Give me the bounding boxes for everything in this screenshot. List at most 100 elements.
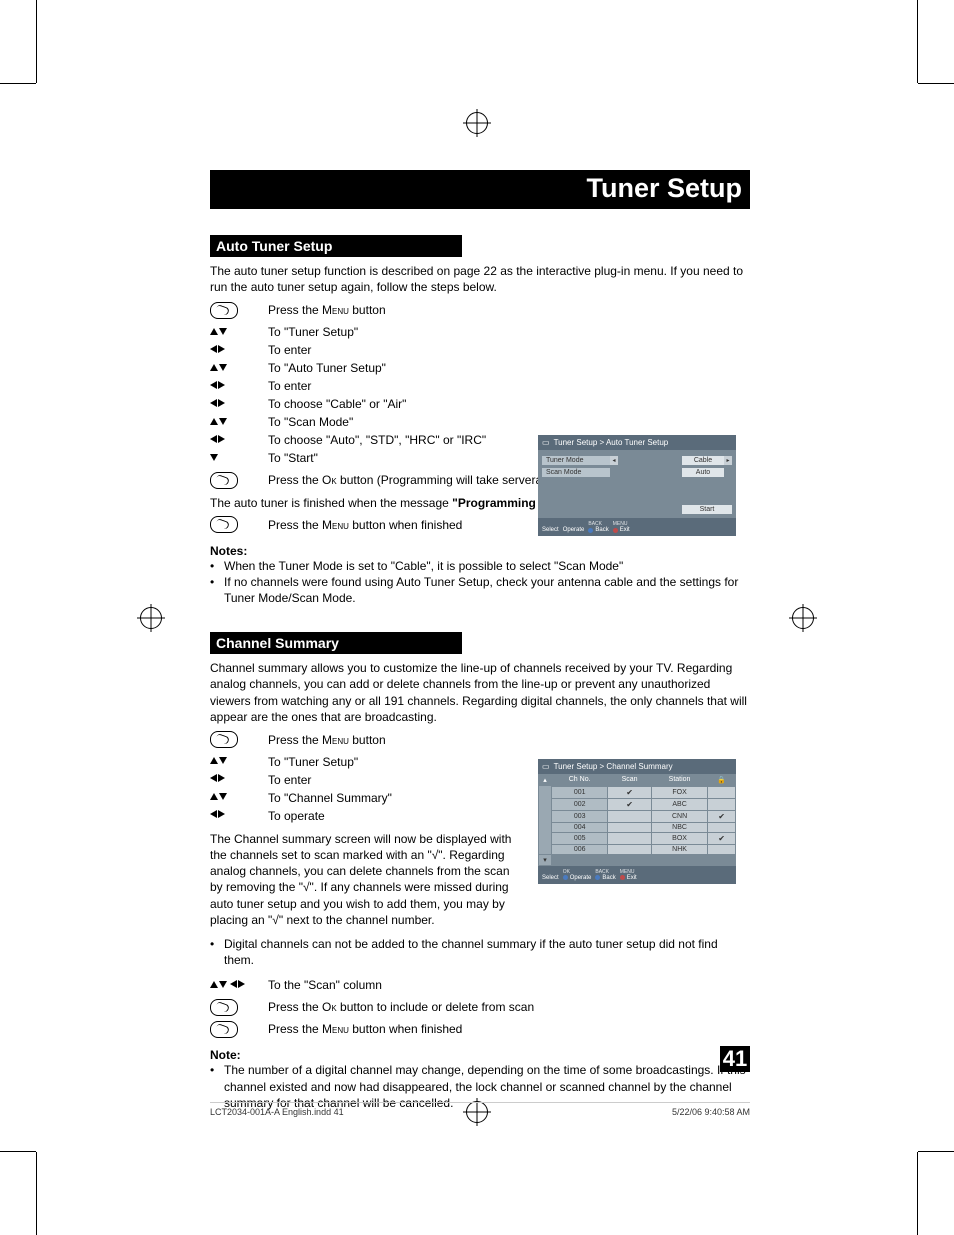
intro-text-2: Channel summary allows you to customize … (210, 660, 750, 725)
step-row: To "Auto Tuner Setup" (210, 359, 750, 377)
cell-chno: 001 (552, 786, 608, 798)
left-right-icon (210, 774, 225, 782)
right-arrow-icon: ▸ (724, 456, 732, 465)
finish-pre: The auto tuner is finished when the mess… (210, 496, 452, 510)
steps-list-1: Press the Menu button To "Tuner Setup" T… (210, 301, 750, 489)
down-icon (210, 454, 218, 461)
section-heading-channel-summary: Channel Summary (210, 632, 462, 654)
left-right-icon (210, 435, 225, 443)
step-row: To enter (210, 377, 750, 395)
scroll-down-icon: ▾ (539, 854, 552, 865)
osd-footer-item: Select (542, 527, 559, 533)
cell-chno: 003 (552, 810, 608, 822)
crop-mark (918, 83, 954, 84)
osd-footer-item: Select (542, 875, 559, 881)
step-text: Press the Menu button (268, 731, 750, 749)
crop-mark (917, 0, 918, 83)
registration-mark-icon (466, 112, 488, 134)
cell-scan: ✔ (608, 798, 652, 810)
cell-chno: 004 (552, 822, 608, 832)
step-text: To enter (268, 341, 750, 359)
cell-chno: 006 (552, 844, 608, 854)
cell-chno: 005 (552, 832, 608, 844)
cell-scan (608, 822, 652, 832)
up-down-icon (210, 981, 227, 988)
osd-value: Auto (682, 468, 724, 477)
left-right-icon (210, 381, 225, 389)
cell-scan (608, 810, 652, 822)
table-row: 001 ✔ FOX (539, 786, 736, 798)
left-arrow-icon: ◂ (610, 456, 618, 465)
step-row: To "Tuner Setup" (210, 323, 750, 341)
up-down-icon (210, 793, 227, 800)
cell-lock (708, 786, 736, 798)
bullet-icon: • (210, 574, 224, 606)
tv-icon: ▭ (542, 762, 550, 771)
cell-scan (608, 844, 652, 854)
content-area: Tuner Setup Auto Tuner Setup The auto tu… (210, 170, 750, 1111)
step-row: Press the Menu button (210, 301, 750, 319)
step-row: To the "Scan" column (210, 976, 750, 994)
remote-button-icon (210, 999, 238, 1016)
left-right-icon (210, 399, 225, 407)
osd-footer-item: BACK Back (595, 869, 615, 881)
cell-station: NHK (651, 844, 707, 854)
crop-mark (0, 83, 36, 84)
table-row: 003 CNN ✔ (539, 810, 736, 822)
col-station: Station (651, 774, 707, 787)
up-down-icon (210, 418, 227, 425)
print-footer: LCT2034-001A-A English.indd 41 5/22/06 9… (210, 1102, 750, 1117)
osd-footer-item: Operate (563, 527, 585, 533)
osd-auto-tuner: ▭ Tuner Setup > Auto Tuner Setup Tuner M… (538, 435, 736, 536)
cell-station: FOX (651, 786, 707, 798)
step-text: To "Scan Mode" (268, 413, 750, 431)
bullet-text: Digital channels can not be added to the… (224, 936, 750, 968)
page: Tuner Setup Auto Tuner Setup The auto tu… (0, 0, 954, 1235)
osd-breadcrumb: ▭ Tuner Setup > Channel Summary (538, 759, 736, 774)
left-right-icon (230, 980, 245, 988)
left-right-icon (210, 810, 225, 818)
crop-mark (918, 1151, 954, 1152)
osd-footer-item: MENU Exit (613, 521, 630, 533)
left-right-icon (210, 345, 225, 353)
crop-mark (36, 0, 37, 83)
osd-label: Scan Mode (542, 468, 610, 477)
step-text: Press the Menu button when finished (268, 1020, 750, 1038)
up-down-icon (210, 757, 227, 764)
cell-station: ABC (651, 798, 707, 810)
cell-lock (708, 822, 736, 832)
cell-scan (608, 832, 652, 844)
cell-station: NBC (651, 822, 707, 832)
table-row: 006 NHK (539, 844, 736, 854)
osd-start-button: Start (682, 505, 732, 514)
up-down-icon (210, 328, 227, 335)
step-text: Press the Menu button (268, 301, 750, 319)
col-lock: 🔒 (708, 774, 736, 787)
step-row: Press the Menu button when finished (210, 1020, 750, 1038)
table-row: 005 BOX ✔ (539, 832, 736, 844)
up-down-icon (210, 364, 227, 371)
step-text: To choose "Cable" or "Air" (268, 395, 750, 413)
col-chno: Ch No. (552, 774, 608, 787)
cell-station: CNN (651, 810, 707, 822)
crop-mark (36, 1152, 37, 1235)
intro-text: The auto tuner setup function is describ… (210, 263, 750, 295)
remote-button-icon (210, 516, 238, 533)
step-row: To enter (210, 341, 750, 359)
note-item: When the Tuner Mode is set to "Cable", i… (224, 558, 750, 574)
table-row: 002 ✔ ABC (539, 798, 736, 810)
scroll-up-icon: ▴ (539, 774, 552, 787)
osd-channel-summary: ▭ Tuner Setup > Channel Summary ▴ Ch No.… (538, 759, 736, 884)
section-heading-auto-tuner: Auto Tuner Setup (210, 235, 462, 257)
note-heading: Note: (210, 1048, 750, 1062)
step-row: To "Scan Mode" (210, 413, 750, 431)
bullet-icon: • (210, 936, 224, 968)
registration-mark-icon (792, 607, 814, 629)
cell-lock (708, 798, 736, 810)
table-row: 004 NBC (539, 822, 736, 832)
crop-mark (0, 1151, 36, 1152)
remote-button-icon (210, 472, 238, 489)
page-title: Tuner Setup (210, 170, 750, 209)
remote-button-icon (210, 731, 238, 748)
osd-footer-item: BACK Back (588, 521, 608, 533)
